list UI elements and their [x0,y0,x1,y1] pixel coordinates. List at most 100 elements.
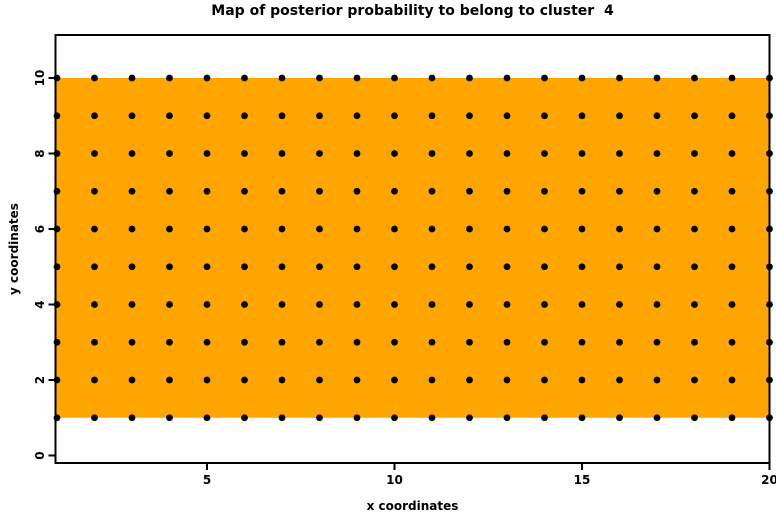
data-point [578,225,586,233]
data-point [428,225,436,233]
data-point [278,74,286,82]
data-point [391,301,398,308]
data-point [278,338,286,346]
data-point [728,338,736,346]
data-point [616,338,623,346]
data-point [128,187,136,195]
data-point [91,376,98,384]
data-point [203,112,211,120]
data-point [616,376,623,384]
data-point [128,338,136,346]
y-tick-label: 4 [33,300,47,308]
data-point [316,376,323,384]
data-point [241,225,248,233]
data-point [503,74,511,82]
data-point [278,263,286,271]
probability-region [55,78,770,418]
data-point [691,301,698,308]
data-point [128,263,136,271]
data-point [728,112,736,120]
data-point [316,112,323,120]
data-point [503,187,511,195]
data-point [241,414,248,422]
x-tick-label: 5 [203,473,211,487]
data-point [466,187,473,195]
data-point [353,414,361,422]
data-point [428,301,436,308]
data-point [616,187,623,195]
data-point [316,301,323,308]
data-point [241,263,248,271]
x-tick-label: 20 [761,473,776,487]
data-point [316,187,323,195]
data-point [616,150,623,157]
data-point [316,263,323,271]
data-point [541,338,548,346]
data-point [203,376,211,384]
data-point [278,301,286,308]
data-point [278,414,286,422]
data-point [728,150,736,157]
data-point [578,301,586,308]
data-point [128,225,136,233]
data-point [428,112,436,120]
data-point [466,414,473,422]
data-point [353,301,361,308]
data-point [316,74,323,82]
data-point [353,112,361,120]
data-point [578,74,586,82]
data-point [691,150,698,157]
data-point [391,112,398,120]
data-point [616,112,623,120]
data-point [353,187,361,195]
data-point [578,187,586,195]
data-point [316,225,323,233]
data-point [278,187,286,195]
data-point [391,225,398,233]
data-point [541,74,548,82]
data-point [203,338,211,346]
data-point [241,301,248,308]
data-point [541,225,548,233]
data-point [428,414,436,422]
data-point [203,225,211,233]
data-point [166,150,173,157]
data-point [466,376,473,384]
data-point [241,338,248,346]
data-point [353,263,361,271]
data-point [278,225,286,233]
data-point [166,112,173,120]
data-point [128,112,136,120]
data-point [616,414,623,422]
data-point [578,338,586,346]
data-point [728,263,736,271]
data-point [128,74,136,82]
data-point [166,338,173,346]
data-point [653,112,661,120]
data-point [203,74,211,82]
y-axis-label: y coordinates [7,203,21,295]
data-point [428,338,436,346]
data-point [391,187,398,195]
data-point [578,376,586,384]
data-point [728,301,736,308]
data-point [353,150,361,157]
data-point [541,150,548,157]
data-point [428,74,436,82]
data-point [541,263,548,271]
data-point [616,263,623,271]
data-point [728,414,736,422]
data-point [91,112,98,120]
data-point [166,263,173,271]
data-point [578,150,586,157]
data-point [91,263,98,271]
data-point [91,150,98,157]
data-point [428,187,436,195]
data-point [91,414,98,422]
data-point [728,187,736,195]
data-point [91,301,98,308]
data-point [653,187,661,195]
data-point [353,376,361,384]
